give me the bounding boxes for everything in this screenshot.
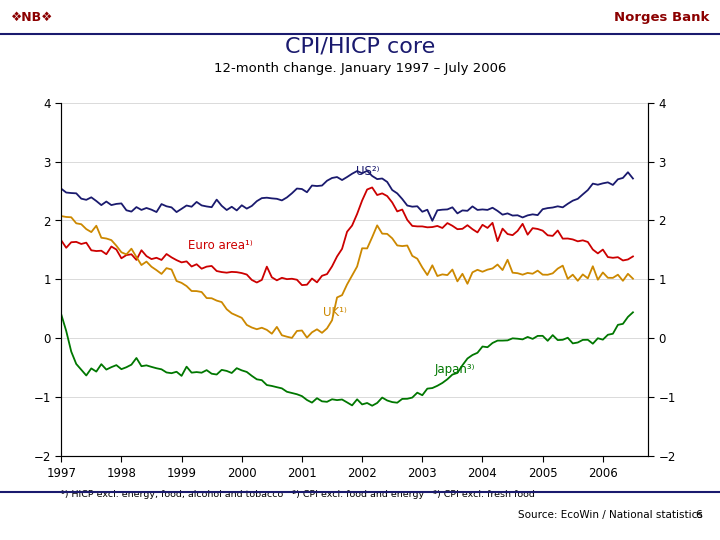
Text: 12-month change. January 1997 – July 2006: 12-month change. January 1997 – July 200… xyxy=(214,62,506,75)
Text: Euro area¹⁾: Euro area¹⁾ xyxy=(188,239,252,252)
Text: 6: 6 xyxy=(696,510,702,521)
Text: ¹) HICP excl. energy, food, alcohol and tobacco   ²) CPI excl. food and energy  : ¹) HICP excl. energy, food, alcohol and … xyxy=(61,490,535,499)
Text: Japan³⁾: Japan³⁾ xyxy=(434,362,475,376)
Text: Norges Bank: Norges Bank xyxy=(614,11,709,24)
Text: US²⁾: US²⁾ xyxy=(356,165,379,178)
Text: CPI/HICP core: CPI/HICP core xyxy=(285,37,435,57)
Text: Source: EcoWin / National statistics: Source: EcoWin / National statistics xyxy=(518,510,703,521)
Text: UK¹⁾: UK¹⁾ xyxy=(323,306,347,319)
Text: ❖NB❖: ❖NB❖ xyxy=(11,11,53,24)
